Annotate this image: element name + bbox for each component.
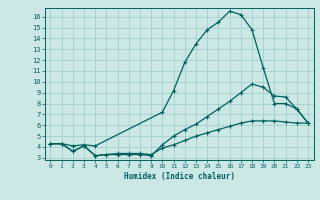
X-axis label: Humidex (Indice chaleur): Humidex (Indice chaleur) [124,172,235,181]
